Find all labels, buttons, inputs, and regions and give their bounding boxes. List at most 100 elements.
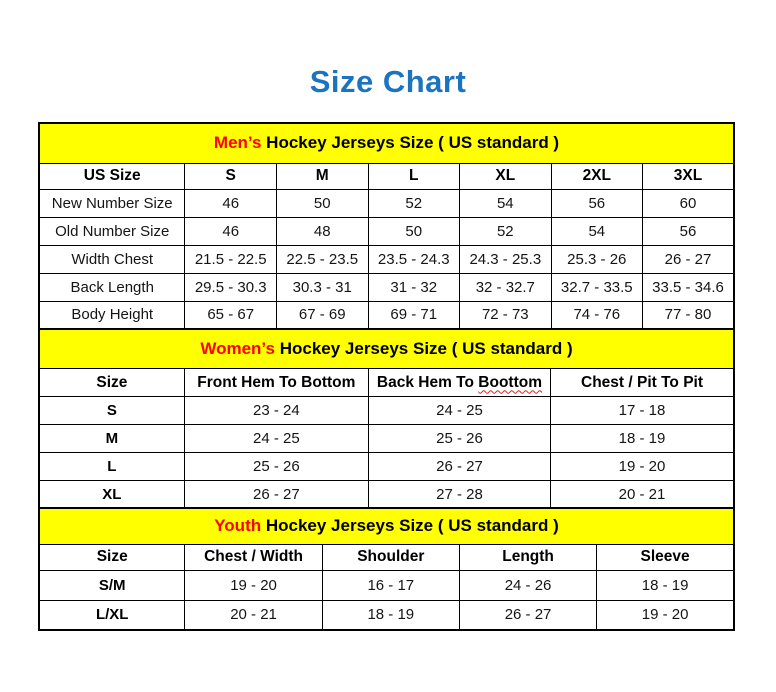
data-cell: 18 - 19 bbox=[321, 599, 460, 631]
data-cell: 27 - 28 bbox=[367, 480, 552, 509]
header-text: Back Hem To bbox=[376, 373, 479, 391]
data-cell: 32 - 32.7 bbox=[459, 272, 552, 302]
row-label: Back Length bbox=[38, 272, 186, 302]
data-cell: 50 bbox=[275, 188, 369, 218]
column-header: Size bbox=[38, 543, 186, 571]
column-header: 2XL bbox=[550, 162, 644, 190]
data-cell: 24.3 - 25.3 bbox=[459, 244, 552, 274]
data-cell: 24 - 25 bbox=[183, 424, 369, 453]
mens-table-row: Body Height 65 - 67 67 - 69 69 - 71 72 - 73 7… bbox=[38, 300, 735, 330]
data-cell: 33.5 - 34.6 bbox=[642, 272, 735, 302]
data-cell: 24 - 25 bbox=[367, 396, 552, 425]
data-cell: 54 bbox=[550, 216, 644, 246]
womens-band-cell: Women’s Hockey Jerseys Size ( US standar… bbox=[38, 328, 735, 369]
column-header: Length bbox=[458, 543, 598, 571]
womens-header-row: Size Front Hem To Bottom Back Hem To Boott… bbox=[38, 368, 735, 397]
data-cell: 25 - 26 bbox=[183, 452, 369, 481]
data-cell: 16 - 17 bbox=[321, 569, 460, 601]
data-cell: 17 - 18 bbox=[550, 396, 735, 425]
row-label: Width Chest bbox=[38, 244, 186, 274]
data-cell: 29.5 - 30.3 bbox=[184, 272, 277, 302]
data-cell: 24 - 26 bbox=[458, 569, 598, 601]
womens-table-row: XL 26 - 27 27 - 28 20 - 21 bbox=[38, 480, 735, 509]
mens-band-cell: Men’s Hockey Jerseys Size ( US standard … bbox=[38, 122, 735, 164]
mens-section-band: Men’s Hockey Jerseys Size ( US standard … bbox=[38, 122, 735, 164]
row-label: L bbox=[38, 452, 185, 481]
mens-table-row: New Number Size 46 50 52 54 56 60 bbox=[38, 188, 735, 218]
data-cell: 21.5 - 22.5 bbox=[184, 244, 277, 274]
youth-header-row: Size Chest / Width Shoulder Length Sleeve bbox=[38, 543, 735, 571]
data-cell: 31 - 32 bbox=[367, 272, 461, 302]
misspelled-word: Boottom bbox=[478, 373, 542, 391]
mens-table-row: Width Chest 21.5 - 22.5 22.5 - 23.5 23.5 - … bbox=[38, 244, 735, 274]
youth-table-row: S/M 19 - 20 16 - 17 24 - 26 18 - 19 bbox=[38, 569, 735, 601]
column-header: Size bbox=[38, 368, 185, 397]
data-cell: 26 - 27 bbox=[642, 244, 735, 274]
data-cell: 77 - 80 bbox=[642, 300, 735, 330]
youth-band-cell: Youth Hockey Jerseys Size ( US standard … bbox=[38, 507, 735, 545]
column-header: US Size bbox=[38, 162, 186, 190]
size-tables: Men’s Hockey Jerseys Size ( US standard … bbox=[38, 122, 735, 631]
column-header: L bbox=[367, 162, 461, 190]
youth-section-band: Youth Hockey Jerseys Size ( US standard … bbox=[38, 507, 735, 545]
column-header: S bbox=[184, 162, 277, 190]
womens-section-band: Women’s Hockey Jerseys Size ( US standar… bbox=[38, 328, 735, 369]
data-cell: 74 - 76 bbox=[550, 300, 644, 330]
data-cell: 18 - 19 bbox=[550, 424, 735, 453]
data-cell: 52 bbox=[367, 188, 461, 218]
row-label: S bbox=[38, 396, 185, 425]
data-cell: 20 - 21 bbox=[184, 599, 323, 631]
row-label: New Number Size bbox=[38, 188, 186, 218]
data-cell: 18 - 19 bbox=[596, 569, 735, 601]
data-cell: 52 bbox=[459, 216, 552, 246]
youth-size-table: Youth Hockey Jerseys Size ( US standard … bbox=[38, 507, 735, 631]
womens-table-row: S 23 - 24 24 - 25 17 - 18 bbox=[38, 396, 735, 425]
data-cell: 60 bbox=[642, 188, 735, 218]
data-cell: 54 bbox=[459, 188, 552, 218]
row-label: M bbox=[38, 424, 185, 453]
data-cell: 25.3 - 26 bbox=[550, 244, 644, 274]
data-cell: 56 bbox=[642, 216, 735, 246]
data-cell: 22.5 - 23.5 bbox=[275, 244, 369, 274]
data-cell: 20 - 21 bbox=[550, 480, 735, 509]
data-cell: 19 - 20 bbox=[550, 452, 735, 481]
column-header: Back Hem To Boottom bbox=[367, 368, 552, 397]
mens-header-row: US Size S M L XL 2XL 3XL bbox=[38, 162, 735, 190]
data-cell: 56 bbox=[550, 188, 644, 218]
data-cell: 23.5 - 24.3 bbox=[367, 244, 461, 274]
band-highlight: Women’s bbox=[200, 338, 275, 358]
data-cell: 19 - 20 bbox=[596, 599, 735, 631]
data-cell: 26 - 27 bbox=[183, 480, 369, 509]
column-header: 3XL bbox=[642, 162, 735, 190]
band-highlight: Men’s bbox=[213, 133, 262, 153]
band-text: Hockey Jerseys Size ( US standard ) bbox=[274, 338, 573, 358]
data-cell: 67 - 69 bbox=[275, 300, 369, 330]
mens-table-row: Old Number Size 46 48 50 52 54 56 bbox=[38, 216, 735, 246]
data-cell: 26 - 27 bbox=[367, 452, 552, 481]
row-label: Old Number Size bbox=[38, 216, 186, 246]
data-cell: 50 bbox=[367, 216, 461, 246]
data-cell: 65 - 67 bbox=[184, 300, 277, 330]
womens-table-row: L 25 - 26 26 - 27 19 - 20 bbox=[38, 452, 735, 481]
band-text: Hockey Jerseys Size ( US standard ) bbox=[261, 516, 559, 536]
data-cell: 19 - 20 bbox=[184, 569, 323, 601]
youth-table-row: L/XL 20 - 21 18 - 19 26 - 27 19 - 20 bbox=[38, 599, 735, 631]
column-header: M bbox=[275, 162, 369, 190]
band-highlight: Youth bbox=[214, 516, 262, 536]
data-cell: 26 - 27 bbox=[458, 599, 598, 631]
column-header: Chest / Pit To Pit bbox=[550, 368, 735, 397]
data-cell: 72 - 73 bbox=[459, 300, 552, 330]
data-cell: 25 - 26 bbox=[367, 424, 552, 453]
mens-table-row: Back Length 29.5 - 30.3 30.3 - 31 31 - 32 32… bbox=[38, 272, 735, 302]
data-cell: 32.7 - 33.5 bbox=[550, 272, 644, 302]
mens-size-table: Men’s Hockey Jerseys Size ( US standard … bbox=[38, 122, 735, 330]
column-header: Sleeve bbox=[596, 543, 735, 571]
data-cell: 46 bbox=[184, 188, 277, 218]
column-header: Shoulder bbox=[321, 543, 460, 571]
row-label: S/M bbox=[38, 569, 186, 601]
row-label: L/XL bbox=[38, 599, 186, 631]
row-label: Body Height bbox=[38, 300, 186, 330]
data-cell: 46 bbox=[184, 216, 277, 246]
data-cell: 48 bbox=[275, 216, 369, 246]
